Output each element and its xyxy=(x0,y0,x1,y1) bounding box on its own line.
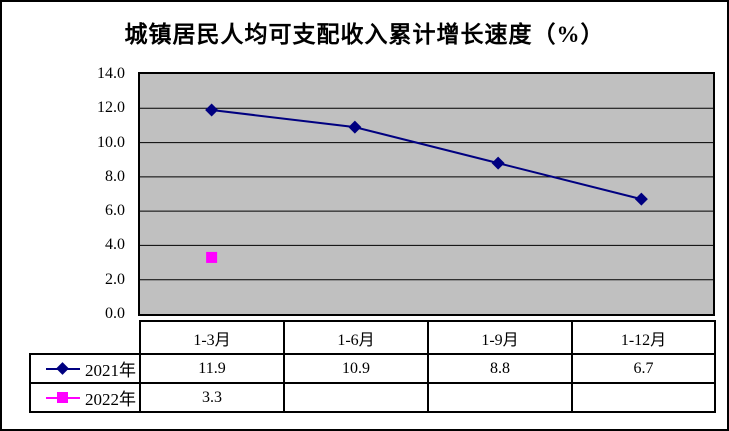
y-axis-tick-label: 6.0 xyxy=(105,202,125,220)
y-axis-tick-label: 2.0 xyxy=(105,270,125,288)
chart-title: 城镇居民人均可支配收入累计增长速度（%） xyxy=(124,22,605,47)
data-table-row-2022: 2022年 3.3 xyxy=(29,382,716,413)
y-axis-tick-label: 10.0 xyxy=(97,133,125,151)
y-axis-tick-label: 4.0 xyxy=(105,236,125,254)
category-header-4: 1-12月 xyxy=(571,320,716,355)
legend-key-line-diamond-icon xyxy=(46,361,80,376)
value-cell-2021-2: 10.9 xyxy=(283,353,429,384)
value-cell-2022-2 xyxy=(283,382,429,413)
series-name-2021: 2021年 xyxy=(85,361,136,380)
data-table: 1-3月 1-6月 1-9月 1-12月 2021年 11.9 10.9 8.8… xyxy=(29,320,716,413)
y-axis-tick-label: 8.0 xyxy=(105,167,125,185)
data-table-row-2021: 2021年 11.9 10.9 8.8 6.7 xyxy=(29,353,716,384)
diamond-marker-icon xyxy=(56,362,69,375)
diamond-data-point-2021年 xyxy=(205,103,219,117)
diamond-data-point-2021年 xyxy=(634,192,648,206)
legend-cell-2022: 2022年 xyxy=(29,382,141,413)
value-cell-2022-3 xyxy=(427,382,573,413)
plot-area xyxy=(138,72,715,316)
legend-entry-2022: 2022年 xyxy=(32,385,138,410)
data-table-header-row: 1-3月 1-6月 1-9月 1-12月 xyxy=(30,320,716,355)
diamond-data-point-2021年 xyxy=(491,156,505,170)
y-axis-tick-label: 14.0 xyxy=(97,65,125,82)
data-table-corner-blank xyxy=(30,321,140,354)
series-line-2021年 xyxy=(211,109,642,201)
diamond-data-point-2021年 xyxy=(348,120,362,134)
value-cell-2022-1: 3.3 xyxy=(139,382,285,413)
value-cell-2021-3: 8.8 xyxy=(427,353,573,384)
value-cell-2021-4: 6.7 xyxy=(571,353,716,384)
category-header-3: 1-9月 xyxy=(427,320,573,355)
value-cell-2022-4 xyxy=(571,382,716,413)
legend-cell-2021: 2021年 xyxy=(29,353,141,384)
category-header-1: 1-3月 xyxy=(139,320,285,355)
legend-key-line-square-icon xyxy=(46,390,80,405)
plot-canvas xyxy=(140,103,713,281)
series-name-2022: 2022年 xyxy=(85,390,136,409)
y-axis-tick-label: 0.0 xyxy=(105,305,125,322)
value-cell-2021-1: 11.9 xyxy=(139,353,285,384)
category-header-2: 1-6月 xyxy=(283,320,429,355)
y-axis-tick-label: 12.0 xyxy=(97,99,125,117)
legend-entry-2021: 2021年 xyxy=(32,356,138,381)
square-marker-icon xyxy=(57,392,68,403)
square-data-point-2022年 xyxy=(206,251,218,263)
